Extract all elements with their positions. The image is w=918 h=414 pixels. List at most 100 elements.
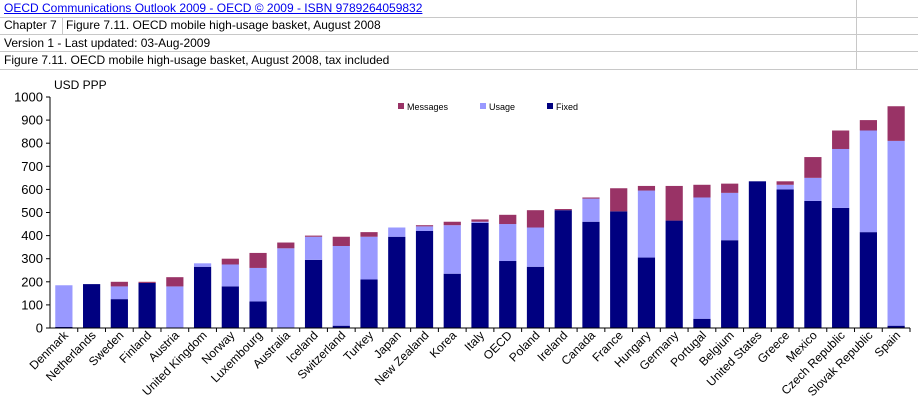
bar-segment-usage: [887, 140, 905, 326]
bars: [55, 106, 905, 329]
bar-segment-fixed: [138, 282, 156, 328]
bar-segment-messages: [138, 281, 156, 283]
y-tick-label: 300: [21, 251, 43, 266]
x-tick-label: Spain: [872, 328, 904, 360]
bar-segment-usage: [221, 264, 239, 287]
bar-segment-messages: [526, 210, 545, 228]
bar-segment-messages: [249, 252, 267, 268]
bar-segment-usage: [471, 221, 489, 223]
bar-segment-usage: [277, 248, 295, 328]
bar-segment-messages: [721, 183, 739, 193]
bar-segment-fixed: [610, 211, 628, 328]
y-tick-label: 200: [21, 274, 43, 289]
source-row: OECD Communications Outlook 2009 - OECD …: [4, 0, 422, 17]
bar-segment-usage: [166, 286, 184, 328]
y-tick-label: 100: [21, 297, 43, 312]
source-link[interactable]: OECD Communications Outlook 2009 - OECD …: [4, 1, 423, 15]
chapter-row: Chapter 7 Figure 7.11. OECD mobile high-…: [0, 17, 918, 34]
chapter-label: Chapter 7: [4, 18, 57, 32]
bar-segment-usage: [721, 192, 739, 241]
bar-segment-usage: [110, 286, 128, 300]
bar-segment-usage: [193, 263, 212, 267]
bar-segment-fixed: [249, 301, 267, 328]
legend-label-fixed: Fixed: [556, 102, 578, 112]
bar-segment-fixed: [332, 325, 350, 328]
y-tick-label: 1000: [14, 90, 43, 105]
sheet-gridline: [0, 17, 918, 18]
bar-segment-messages: [693, 184, 711, 198]
y-tick-label: 900: [21, 113, 43, 128]
stacked-bar-chart: USD PPP Messages Usage Fixed 0 100 200 300 400…: [14, 78, 911, 399]
sheet-column-divider: [856, 0, 857, 70]
y-tick-label: 600: [21, 182, 43, 197]
legend-label-usage: Usage: [489, 102, 515, 112]
bar-segment-messages: [471, 219, 489, 222]
bar-segment-fixed: [748, 181, 767, 328]
bar-segment-usage: [388, 227, 406, 237]
bar-segment-messages: [360, 232, 378, 237]
chart-subtitle: Figure 7.11. OECD mobile high-usage bask…: [4, 53, 390, 67]
bar-segment-fixed: [110, 299, 128, 329]
bar-segment-messages: [804, 157, 822, 178]
bar-segment-fixed: [637, 257, 656, 328]
bar-segment-fixed: [582, 221, 600, 328]
bar-segment-usage: [55, 285, 73, 327]
bar-segment-fixed: [221, 286, 239, 328]
bar-segment-usage: [526, 227, 545, 267]
bar-segment-usage: [249, 267, 267, 302]
y-tick-label: 700: [21, 159, 43, 174]
bar-segment-usage: [832, 148, 850, 208]
bar-segment-messages: [277, 242, 295, 249]
legend-swatch-messages: [398, 103, 404, 109]
legend-label-messages: Messages: [407, 102, 449, 112]
x-tick-label: Korea: [427, 328, 460, 361]
bar-segment-usage: [804, 177, 822, 201]
bar-segment-usage: [582, 198, 600, 222]
bar-segment-fixed: [554, 210, 572, 328]
bar-segment-fixed: [83, 284, 101, 328]
bar-segment-messages: [887, 106, 905, 141]
bar-segment-messages: [665, 185, 683, 221]
y-tick-label: 400: [21, 228, 43, 243]
legend-swatch-fixed: [547, 103, 553, 109]
bar-segment-messages: [110, 281, 128, 287]
bar-segment-fixed: [360, 279, 378, 328]
bar-segment-messages: [637, 185, 656, 191]
sheet-gridline: [0, 51, 918, 52]
bar-segment-fixed: [415, 230, 434, 328]
bar-segment-messages: [554, 209, 572, 211]
bar-segment-fixed: [693, 318, 711, 328]
bar-segment-fixed: [804, 200, 822, 328]
bar-segment-fixed: [859, 232, 877, 328]
bar-segment-fixed: [388, 236, 406, 328]
bar-segment-fixed: [499, 261, 517, 328]
x-tick-label: Turkey: [341, 328, 377, 364]
bar-segment-messages: [499, 214, 517, 225]
bar-segment-fixed: [526, 266, 545, 328]
bar-segment-messages: [221, 258, 239, 265]
bar-segment-usage: [693, 197, 711, 319]
bar-segment-fixed: [193, 266, 212, 328]
y-axis-label: USD PPP: [54, 78, 107, 92]
bar-segment-messages: [443, 221, 461, 226]
legend: Messages Usage Fixed: [398, 102, 578, 112]
bar-segment-fixed: [471, 222, 489, 328]
bar-segment-usage: [360, 236, 378, 280]
y-axis: 0 100 200 300 400 500 600 700 800 900 1000: [14, 90, 51, 336]
bar-segment-usage: [776, 184, 794, 190]
bar-segment-fixed: [721, 240, 739, 328]
sheet-column-divider: [62, 17, 63, 34]
bar-segment-usage: [304, 236, 323, 260]
bar-segment-fixed: [55, 326, 73, 328]
bar-segment-messages: [610, 188, 628, 212]
x-tick-label: Greece: [755, 328, 793, 366]
sheet-gridline: [0, 34, 918, 35]
bar-segment-messages: [166, 277, 184, 287]
figure-title: Figure 7.11. OECD mobile high-usage bask…: [66, 18, 381, 32]
bar-segment-messages: [332, 236, 350, 246]
bar-segment-fixed: [776, 189, 794, 328]
bar-segment-messages: [582, 197, 600, 199]
bar-segment-usage: [443, 225, 461, 274]
bar-segment-usage: [332, 246, 350, 326]
y-tick-label: 800: [21, 136, 43, 151]
